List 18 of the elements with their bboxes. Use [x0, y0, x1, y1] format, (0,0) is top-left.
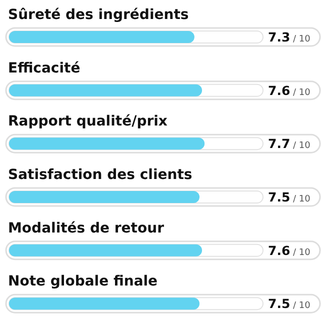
data-label: 7.7	[268, 136, 290, 152]
text: / 10	[290, 34, 311, 44]
data-label: 7.6	[268, 82, 290, 98]
text: / 10	[290, 248, 311, 258]
text: / 10	[290, 88, 311, 98]
y-tick-label: Efficacité	[8, 60, 80, 76]
text: / 10	[290, 194, 311, 204]
y-tick-label: Note globale finale	[8, 274, 158, 290]
data-label: 7.3	[268, 30, 290, 44]
y-tick-label: Rapport qualité/prix	[8, 114, 168, 130]
y-tick-label: Satisfaction des clients	[8, 167, 192, 183]
data-label: 7.5	[268, 296, 290, 312]
text: / 10	[290, 141, 311, 152]
data-label: 7.5	[268, 190, 290, 204]
y-tick-label: Sûreté des ingrédients	[8, 7, 189, 23]
data-label: 7.6	[268, 242, 290, 258]
y-tick-label: Modalités de retour	[8, 220, 164, 236]
text: / 10	[290, 301, 311, 312]
